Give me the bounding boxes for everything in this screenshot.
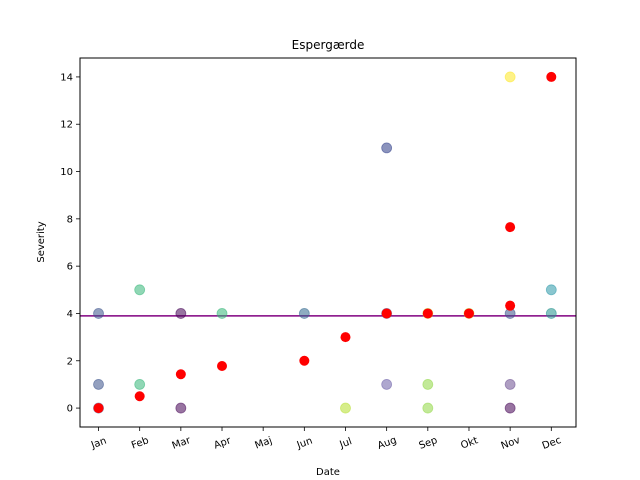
observation-point — [175, 402, 187, 414]
x-tick-label: Jan — [89, 436, 108, 452]
x-tick-label: Nov — [500, 435, 522, 452]
x-tick-label: Feb — [130, 435, 150, 451]
observation-point — [422, 379, 434, 390]
x-tick-label: Mar — [171, 435, 193, 452]
y-tick-label: 14 — [60, 72, 73, 83]
mean-point — [463, 308, 474, 319]
mean-point — [505, 222, 516, 233]
plot-area — [80, 58, 576, 427]
y-axis-title: Severity — [36, 221, 47, 262]
x-tick-label: Apr — [213, 435, 234, 452]
observation-point — [381, 379, 393, 390]
observation-point — [134, 379, 146, 390]
observation-point — [175, 308, 187, 319]
observation-point — [504, 402, 516, 414]
y-tick-label: 0 — [67, 404, 73, 415]
x-tick-label: Jun — [295, 436, 314, 452]
observation-point — [340, 402, 351, 414]
y-axis: 0 2 4 6 8 10 12 14 — [60, 72, 80, 415]
mean-point — [505, 300, 516, 311]
y-tick-label: 10 — [60, 167, 73, 178]
x-tick-label: Jul — [338, 436, 354, 451]
observation-point — [545, 284, 557, 296]
x-tick-label: Dec — [541, 435, 563, 452]
chart-title: Espergærde — [292, 38, 365, 52]
observation-point — [93, 379, 104, 390]
mean-point — [381, 308, 392, 319]
observation-point — [216, 308, 228, 319]
observation-point — [93, 308, 104, 319]
y-tick-label: 12 — [60, 120, 73, 131]
observation-point — [381, 142, 393, 154]
mean-point — [340, 332, 351, 343]
x-tick-label: Okt — [459, 435, 479, 451]
observation-point — [134, 284, 146, 296]
mean-point — [422, 308, 433, 319]
x-tick-label: Sep — [418, 435, 439, 452]
y-tick-label: 4 — [67, 309, 73, 320]
x-axis-title: Date — [316, 467, 340, 478]
x-tick-label: Aug — [376, 435, 398, 452]
observation-point — [504, 379, 516, 390]
mean-point — [134, 391, 145, 402]
y-tick-label: 6 — [67, 262, 73, 273]
mean-point — [546, 71, 557, 82]
observation-point — [298, 308, 310, 319]
mean-point — [93, 403, 104, 414]
y-tick-label: 2 — [67, 356, 73, 367]
mean-point — [217, 360, 228, 371]
x-axis: Jan Feb Mar Apr Maj Jun Jul Aug Sep Okt Nov Dec — [89, 427, 563, 452]
observation-point — [545, 308, 557, 319]
mean-points-layer — [93, 71, 557, 414]
y-tick-label: 8 — [67, 214, 73, 225]
observation-point — [504, 71, 516, 83]
x-tick-label: Maj — [254, 435, 274, 451]
plot-frame — [79, 57, 577, 428]
mean-point — [175, 369, 186, 380]
mean-point — [299, 355, 310, 366]
observation-point — [422, 402, 434, 414]
